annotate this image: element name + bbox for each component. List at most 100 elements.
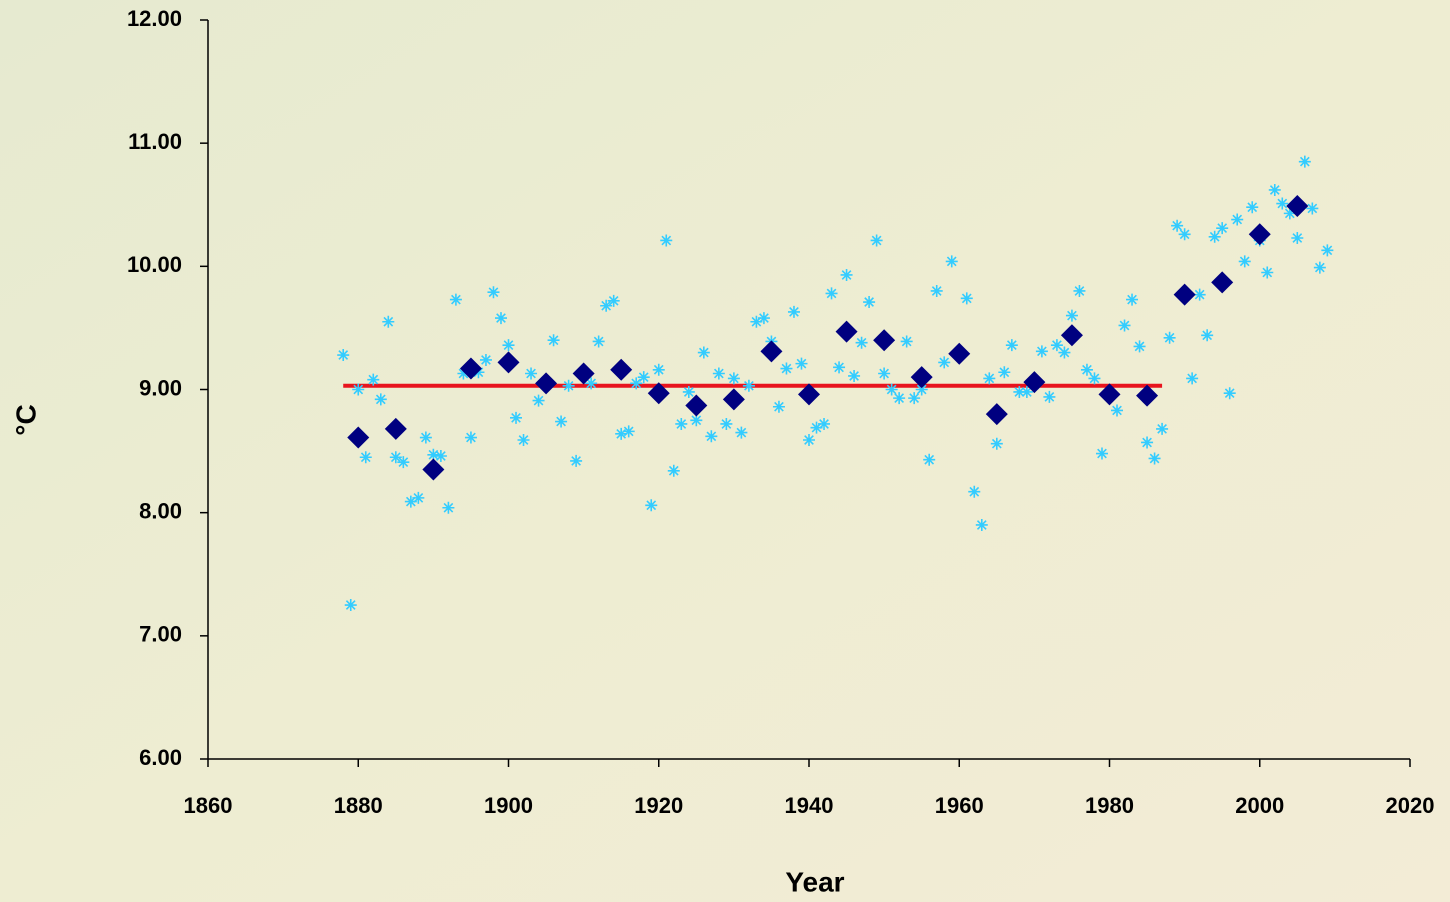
annual-point bbox=[712, 367, 725, 380]
annual-point bbox=[434, 450, 447, 463]
annual-point bbox=[1238, 255, 1251, 268]
annual-point bbox=[983, 372, 996, 385]
x-tick-label: 1860 bbox=[184, 793, 233, 818]
annual-point bbox=[570, 454, 583, 467]
x-tick-label: 1920 bbox=[634, 793, 683, 818]
annual-point bbox=[1013, 385, 1026, 398]
mean-point bbox=[1286, 194, 1309, 217]
annual-point bbox=[690, 414, 703, 427]
annual-point bbox=[1095, 447, 1108, 460]
x-tick-label: 2000 bbox=[1235, 793, 1284, 818]
y-tick-label: 12.00 bbox=[127, 6, 182, 31]
annual-point bbox=[780, 362, 793, 375]
annual-point bbox=[1223, 387, 1236, 400]
x-tick-label: 1980 bbox=[1085, 793, 1134, 818]
annual-point bbox=[878, 367, 891, 380]
annual-point bbox=[547, 334, 560, 347]
annual-point bbox=[487, 286, 500, 299]
y-tick-label: 9.00 bbox=[139, 375, 182, 400]
mean-point bbox=[610, 358, 633, 381]
annual-point bbox=[374, 393, 387, 406]
annual-point bbox=[1141, 436, 1154, 449]
annual-point bbox=[1298, 155, 1311, 168]
annual-point bbox=[893, 392, 906, 405]
annual-point bbox=[389, 451, 402, 464]
annual-point bbox=[1148, 452, 1161, 465]
mean-point bbox=[798, 383, 820, 406]
annual-point bbox=[1216, 222, 1229, 235]
annual-point bbox=[803, 433, 815, 446]
annual-point bbox=[464, 431, 477, 444]
x-tick-label: 1880 bbox=[334, 793, 383, 818]
annual-point bbox=[1178, 228, 1191, 241]
annual-point bbox=[915, 383, 928, 396]
annual-point bbox=[1118, 319, 1131, 332]
annual-point bbox=[840, 268, 853, 281]
mean-point bbox=[1248, 223, 1271, 246]
mean-point bbox=[422, 458, 445, 481]
annual-point bbox=[1126, 293, 1139, 306]
annual-point bbox=[720, 417, 733, 430]
annual-point bbox=[1208, 230, 1221, 243]
annual-point bbox=[885, 383, 898, 396]
mean-point bbox=[1098, 383, 1121, 406]
annual-point bbox=[502, 339, 515, 352]
annual-point bbox=[908, 392, 921, 405]
annual-point bbox=[735, 426, 748, 439]
annual-point bbox=[660, 234, 673, 247]
annual-point bbox=[517, 433, 530, 446]
mean-point bbox=[948, 342, 971, 365]
annual-point bbox=[1193, 288, 1206, 301]
mean-point bbox=[497, 351, 520, 374]
annual-point bbox=[562, 379, 575, 392]
annual-point bbox=[697, 346, 710, 359]
annual-point bbox=[532, 394, 545, 407]
annual-point bbox=[404, 495, 417, 508]
annual-point bbox=[1291, 232, 1304, 245]
annual-point bbox=[1043, 390, 1056, 403]
y-tick-label: 6.00 bbox=[139, 745, 182, 770]
mean-point bbox=[685, 394, 708, 417]
annual-point bbox=[1231, 213, 1244, 226]
annual-point bbox=[1050, 339, 1063, 352]
annual-point bbox=[352, 383, 365, 396]
x-axis-title: Year bbox=[785, 866, 844, 897]
y-tick-label: 8.00 bbox=[139, 498, 182, 523]
annual-point bbox=[1283, 207, 1296, 220]
annual-point bbox=[810, 421, 823, 434]
annual-point bbox=[652, 363, 665, 376]
annual-point bbox=[1088, 372, 1101, 385]
annual-point bbox=[412, 491, 425, 504]
mean-point bbox=[1173, 283, 1196, 306]
annual-point bbox=[1321, 244, 1334, 257]
x-tick-label: 1940 bbox=[785, 793, 834, 818]
y-tick-label: 10.00 bbox=[127, 252, 182, 277]
y-axis-title: °C bbox=[10, 404, 41, 435]
annual-point bbox=[855, 336, 868, 349]
x-tick-label: 1960 bbox=[935, 793, 984, 818]
annual-point bbox=[1020, 385, 1033, 398]
annual-point bbox=[479, 353, 492, 366]
mean-point bbox=[1023, 371, 1046, 394]
annual-point bbox=[1186, 372, 1199, 385]
mean-point bbox=[647, 382, 670, 405]
annual-point bbox=[675, 417, 688, 430]
annual-point bbox=[1111, 404, 1124, 417]
annual-point bbox=[1261, 266, 1274, 279]
annual-point bbox=[494, 312, 507, 325]
annual-point bbox=[960, 292, 973, 305]
annual-point bbox=[1171, 219, 1184, 232]
annual-point bbox=[592, 335, 605, 348]
annual-point bbox=[442, 501, 455, 514]
annual-point bbox=[337, 349, 350, 362]
annual-point bbox=[1306, 202, 1319, 215]
annual-point bbox=[510, 411, 523, 424]
annual-point bbox=[870, 234, 883, 247]
annual-point bbox=[427, 448, 440, 461]
annual-point bbox=[1156, 422, 1169, 435]
x-tick-label: 2020 bbox=[1386, 793, 1435, 818]
annual-point bbox=[457, 367, 470, 380]
annual-point bbox=[1268, 183, 1281, 196]
mean-point bbox=[1136, 384, 1159, 407]
